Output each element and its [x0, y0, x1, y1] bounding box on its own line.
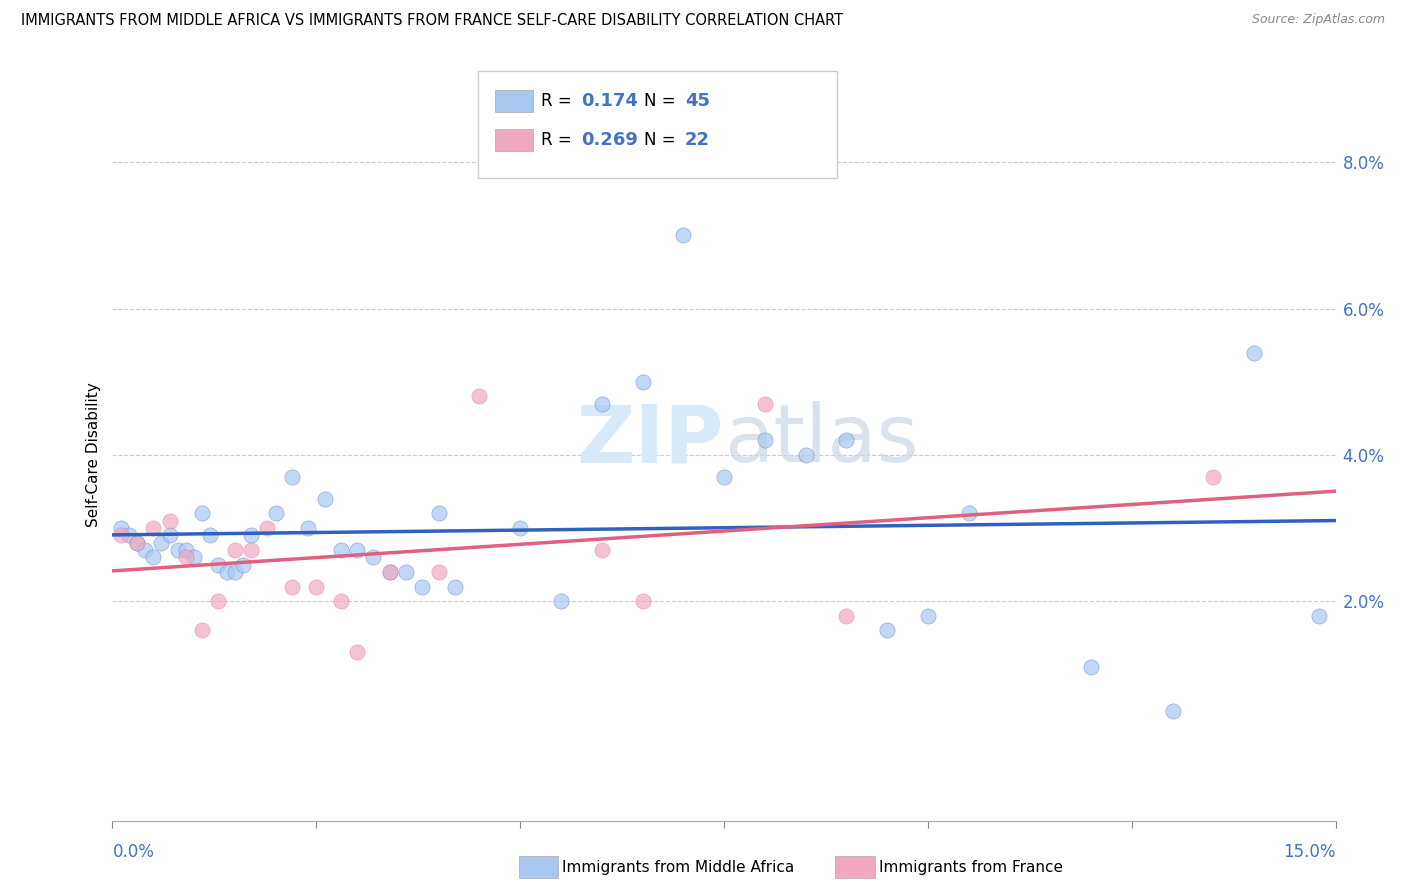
Point [957, 507, 980, 521]
Point [411, 580, 433, 594]
Text: Immigrants from Middle Africa: Immigrants from Middle Africa [562, 860, 794, 874]
Point [159, 514, 181, 528]
Text: Source: ZipAtlas.com: Source: ZipAtlas.com [1251, 13, 1385, 27]
Point [174, 543, 197, 558]
Point [427, 507, 450, 521]
Point [142, 521, 165, 535]
Point [754, 434, 776, 448]
Text: 15.0%: 15.0% [1284, 843, 1336, 861]
Point [754, 397, 776, 411]
Point [876, 624, 898, 638]
Point [183, 550, 205, 565]
Point [550, 594, 572, 608]
Point [207, 558, 229, 572]
Text: Immigrants from France: Immigrants from France [879, 860, 1063, 874]
Point [631, 594, 654, 608]
Point [110, 521, 132, 535]
Point [378, 565, 401, 579]
Point [395, 565, 418, 579]
Point [207, 594, 229, 608]
Point [835, 608, 858, 623]
Point [329, 594, 352, 608]
Point [794, 448, 817, 462]
Text: 0.269: 0.269 [581, 131, 637, 149]
Point [240, 543, 263, 558]
Text: ZIP: ZIP [576, 401, 724, 479]
Point [591, 397, 613, 411]
Point [200, 528, 222, 542]
Point [672, 228, 695, 243]
Point [256, 521, 278, 535]
Point [125, 535, 148, 549]
Point [346, 645, 368, 659]
Point [713, 470, 735, 484]
Text: R =: R = [541, 131, 578, 149]
Point [1161, 704, 1184, 718]
Point [240, 528, 263, 542]
Text: 0.0%: 0.0% [112, 843, 155, 861]
Point [591, 543, 613, 558]
Point [1202, 470, 1225, 484]
Point [264, 507, 287, 521]
Text: 22: 22 [685, 131, 710, 149]
Point [631, 375, 654, 389]
Point [444, 580, 467, 594]
Point [191, 624, 214, 638]
Point [297, 521, 319, 535]
Point [346, 543, 368, 558]
Point [314, 491, 336, 506]
Point [159, 528, 181, 542]
Point [110, 528, 132, 542]
Point [191, 507, 214, 521]
Point [232, 558, 254, 572]
Point [509, 521, 531, 535]
Point [174, 550, 197, 565]
Text: N =: N = [644, 131, 681, 149]
Point [215, 565, 238, 579]
Text: 45: 45 [685, 92, 710, 110]
Point [166, 543, 188, 558]
Text: 0.174: 0.174 [581, 92, 637, 110]
Point [134, 543, 156, 558]
Text: IMMIGRANTS FROM MIDDLE AFRICA VS IMMIGRANTS FROM FRANCE SELF-CARE DISABILITY COR: IMMIGRANTS FROM MIDDLE AFRICA VS IMMIGRA… [21, 13, 844, 29]
Point [363, 550, 385, 565]
Point [917, 608, 939, 623]
Point [427, 565, 450, 579]
Text: N =: N = [644, 92, 681, 110]
Point [281, 470, 304, 484]
Point [281, 580, 304, 594]
Point [224, 543, 246, 558]
Point [1243, 345, 1265, 359]
Point [305, 580, 328, 594]
Point [142, 550, 165, 565]
Point [329, 543, 352, 558]
Point [224, 565, 246, 579]
Y-axis label: Self-Care Disability: Self-Care Disability [86, 383, 101, 527]
Point [125, 535, 148, 549]
Point [378, 565, 401, 579]
Point [118, 528, 141, 542]
Point [1080, 660, 1102, 674]
Point [468, 389, 491, 403]
Point [1308, 608, 1330, 623]
Point [835, 434, 858, 448]
Point [150, 535, 173, 549]
Text: R =: R = [541, 92, 578, 110]
Text: atlas: atlas [724, 401, 918, 479]
